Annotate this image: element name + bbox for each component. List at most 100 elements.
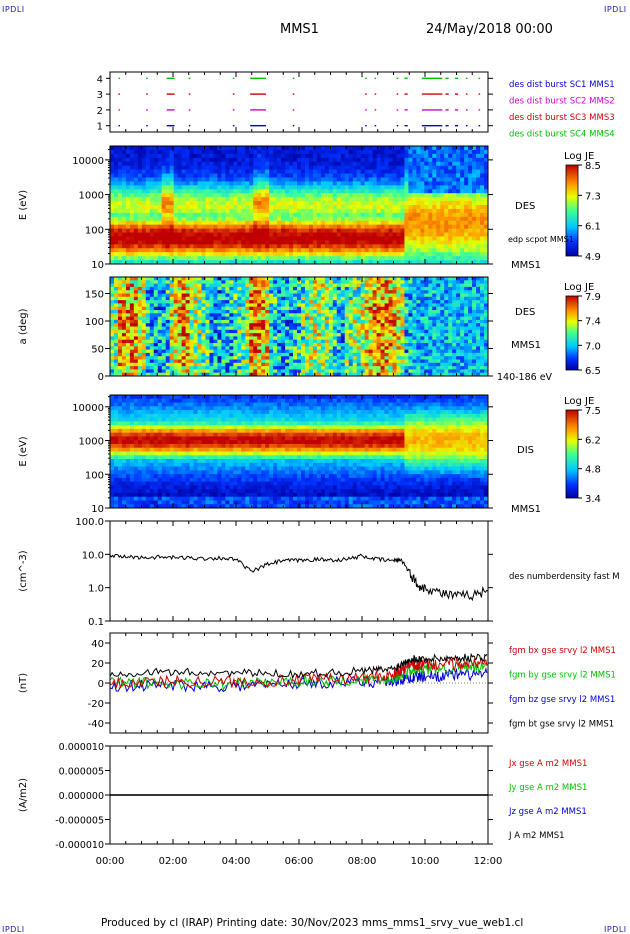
des-energy-cell [484,236,488,241]
des-energy-cell [269,224,274,230]
des-pitch-cell [209,343,215,347]
des-pitch-cell [340,303,346,308]
des-energy-cell [456,220,461,226]
des-energy-cell [348,149,354,155]
des-pitch-cell [293,349,298,354]
des-pitch-cell [141,316,147,321]
des-pitch-cell [316,333,322,337]
des-energy-cell [392,260,398,264]
des-energy-cell [297,169,302,175]
des-energy-cell [360,201,366,206]
des-pitch-cell [344,362,350,367]
des-pitch-cell [117,333,123,337]
des-energy-cell [420,177,425,182]
des-energy-cell [416,181,421,186]
des-energy-cell [336,153,342,159]
des-energy-cell [484,181,488,186]
des-energy-cell [201,153,207,159]
des-pitch-cell [308,343,314,347]
des-pitch-cell [336,349,342,354]
des-energy-cell [137,236,143,241]
des-pitch-cell [360,359,366,364]
des-energy-cell [480,177,485,182]
des-pitch-cell [360,362,366,367]
des-pitch-cell [137,313,143,318]
des-energy-cell [316,165,322,171]
des-energy-cell [316,260,322,264]
des-pitch-cell [117,343,123,347]
des-energy-cell [336,208,342,214]
des-energy-cell [344,216,350,222]
des-pitch-cell [289,329,294,334]
des-energy-cell [340,228,346,234]
des-energy-cell [304,161,310,167]
des-energy-cell [480,149,485,155]
des-energy-cell [312,216,318,222]
des-pitch-cell [312,326,318,331]
des-energy-cell [201,260,207,264]
des-pitch-cell [153,319,159,324]
des-pitch-cell [257,280,262,285]
des-pitch-cell [145,346,151,351]
des-pitch-cell [376,362,382,367]
des-pitch-cell [368,313,374,318]
des-energy-cell [129,153,135,159]
des-energy-cell [380,216,386,222]
des-energy-cell [217,228,223,234]
des-pitch-cell [110,286,115,291]
des-pitch-cell [173,326,179,331]
des-energy-cell [388,149,394,155]
des-energy-cell [285,165,290,171]
des-energy-cell [444,205,449,210]
des-energy-cell [432,260,437,264]
des-energy-cell [484,185,488,190]
des-energy-cell [269,216,274,222]
des-pitch-cell [185,293,191,298]
des-pitch-cell [340,366,346,370]
des-pitch-cell [324,277,330,281]
des-pitch-cell [113,339,119,344]
des-pitch-cell [265,290,270,295]
des-energy-cell [113,216,119,222]
des-pitch-cell [324,323,330,328]
des-pitch-cell [209,362,215,367]
des-pitch-cell [221,313,226,318]
des-energy-cell [193,244,199,249]
des-energy-cell [110,161,115,167]
des-energy-cell [213,153,219,159]
des-energy-cell [213,232,219,238]
des-energy-cell [293,205,298,210]
des-pitch-cell [293,362,298,367]
des-pitch-cell [245,362,250,367]
des-pitch-cell [233,323,238,328]
des-energy-cell [420,228,425,234]
des-energy-cell [249,173,254,179]
des-energy-cell [312,169,318,175]
des-energy-cell [476,146,481,151]
des-energy-cell [265,157,270,163]
des-energy-cell [213,240,219,245]
des-energy-cell [237,244,242,249]
des-pitch-cell [189,319,195,324]
des-energy-cell [193,248,199,253]
des-energy-cell [480,232,485,238]
des-energy-cell [372,177,378,182]
des-energy-cell [269,201,274,206]
des-energy-cell [392,157,398,163]
des-pitch-cell [249,356,254,361]
des-energy-cell [177,212,183,218]
des-energy-cell [233,169,238,175]
des-energy-cell [149,232,155,238]
des-energy-cell [193,240,199,245]
des-pitch-cell [384,313,390,318]
des-energy-cell [253,149,258,155]
des-pitch-cell [320,293,326,298]
des-pitch-cell [344,280,350,285]
des-energy-cell [189,256,195,261]
des-energy-cell [444,248,449,253]
des-energy-cell [376,240,382,245]
des-energy-cell [388,197,394,202]
des-energy-cell [388,173,394,179]
des-energy-cell [253,260,258,264]
des-pitch-cell [125,329,131,334]
